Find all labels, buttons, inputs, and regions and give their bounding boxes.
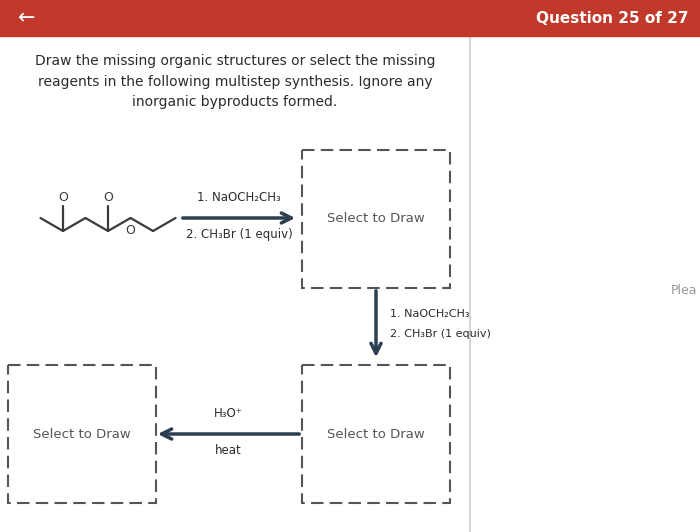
Text: O: O	[125, 224, 136, 237]
Text: 2. CH₃Br (1 equiv): 2. CH₃Br (1 equiv)	[186, 228, 293, 241]
Bar	[302, 365, 450, 503]
Text: Select to Draw: Select to Draw	[33, 428, 131, 440]
Text: heat: heat	[215, 444, 242, 457]
Text: ←: ←	[18, 8, 36, 28]
Text: Question 25 of 27: Question 25 of 27	[536, 11, 688, 26]
Text: 1. NaOCH₂CH₃: 1. NaOCH₂CH₃	[390, 309, 470, 319]
Text: H₃O⁺: H₃O⁺	[214, 407, 243, 420]
Text: Select to Draw: Select to Draw	[327, 428, 425, 440]
Text: 2. CH₃Br (1 equiv): 2. CH₃Br (1 equiv)	[390, 329, 491, 339]
Bar	[8, 365, 156, 503]
Text: O: O	[58, 192, 68, 204]
Text: O: O	[103, 192, 113, 204]
Text: Select to Draw: Select to Draw	[327, 212, 425, 226]
Text: 1. NaOCH₂CH₃: 1. NaOCH₂CH₃	[197, 191, 281, 204]
Text: Plea: Plea	[671, 284, 697, 296]
Bar	[302, 150, 450, 288]
Text: Draw the missing organic structures or select the missing
reagents in the follow: Draw the missing organic structures or s…	[35, 54, 435, 110]
Bar	[0, 0, 700, 36]
